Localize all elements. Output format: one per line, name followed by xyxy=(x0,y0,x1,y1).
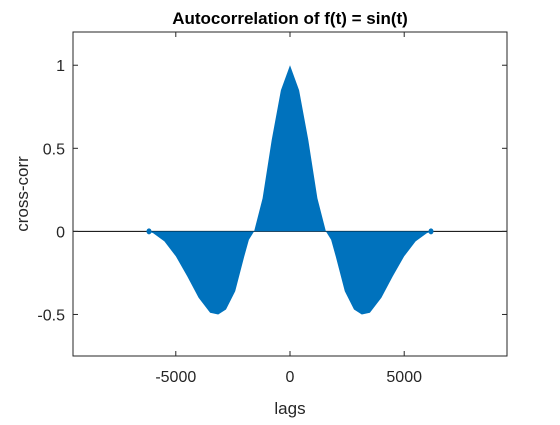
series-end-left xyxy=(146,228,152,235)
y-tick-label: -0.5 xyxy=(37,307,65,324)
x-tick-label: -5000 xyxy=(155,369,196,386)
chart-title: Autocorrelation of f(t) = sin(t) xyxy=(172,9,408,28)
y-tick-label: 0 xyxy=(56,224,65,241)
series-end-right xyxy=(428,228,434,235)
x-axis-ticks: -5000 0 5000 xyxy=(155,32,422,386)
series-autocorrelation xyxy=(146,65,434,315)
y-tick-label: 1 xyxy=(56,58,65,75)
x-axis-label: lags xyxy=(274,399,305,418)
y-axis-ticks: -0.5 0 0.5 1 xyxy=(37,58,507,324)
y-tick-label: 0.5 xyxy=(43,141,65,158)
x-tick-label: 5000 xyxy=(386,369,422,386)
y-axis-label: cross-corr xyxy=(13,156,32,232)
x-tick-label: 0 xyxy=(286,369,295,386)
